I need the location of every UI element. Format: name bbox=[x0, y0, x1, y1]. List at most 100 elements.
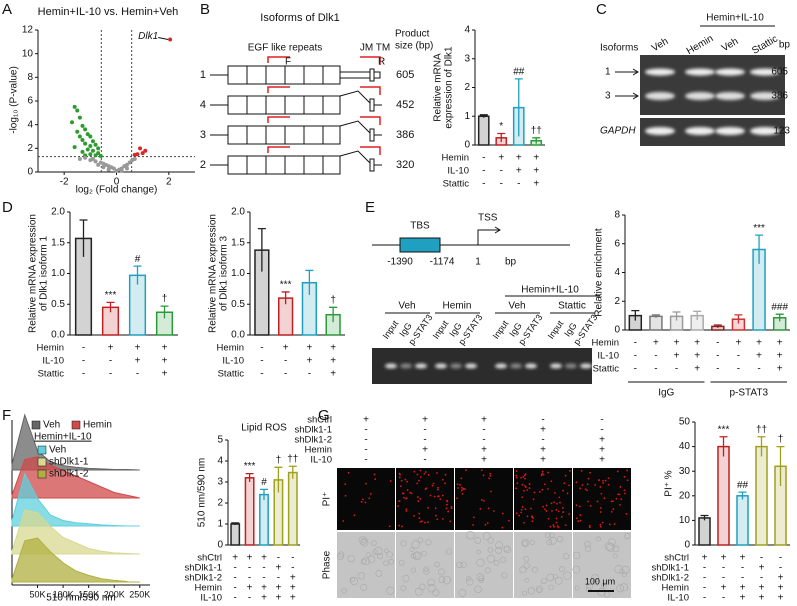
condition-mark: - bbox=[541, 435, 544, 446]
condition-name: Stattic bbox=[593, 364, 620, 375]
cell-dot bbox=[558, 496, 561, 499]
cell-dot bbox=[410, 492, 413, 495]
error-bar bbox=[719, 436, 728, 457]
condition-name: shDlk1-2 bbox=[185, 573, 223, 584]
cell-dot bbox=[362, 498, 364, 501]
scale-label: 100 μm bbox=[585, 576, 615, 586]
histogram-area bbox=[11, 509, 140, 555]
cell-texture bbox=[400, 540, 407, 547]
condition-name: Hemin bbox=[442, 153, 469, 164]
panel-label: G bbox=[318, 407, 330, 424]
cell-dot bbox=[569, 469, 571, 472]
gel-band bbox=[715, 127, 745, 135]
condition-mark: - bbox=[600, 415, 603, 426]
cell-dot bbox=[436, 518, 439, 521]
significance-label: *** bbox=[280, 280, 292, 291]
cell-texture bbox=[527, 587, 535, 595]
data-point bbox=[96, 162, 101, 167]
error-bar bbox=[231, 522, 240, 526]
cell-texture bbox=[377, 553, 384, 560]
tm bbox=[369, 98, 375, 112]
cell-texture bbox=[476, 549, 481, 555]
cell-dot bbox=[532, 498, 535, 501]
condition-mark: - bbox=[234, 573, 237, 584]
significance-label: ### bbox=[771, 302, 788, 313]
cell-texture bbox=[372, 549, 378, 555]
condition-label: Veh bbox=[508, 301, 525, 312]
cell-texture bbox=[535, 585, 543, 593]
bar bbox=[649, 315, 663, 331]
y-tick-label: 10 bbox=[679, 515, 691, 526]
pi-image bbox=[573, 468, 631, 530]
data-point bbox=[127, 160, 132, 165]
cell-dot bbox=[480, 469, 483, 472]
cell-dot bbox=[515, 512, 518, 515]
cell-dot bbox=[450, 507, 453, 510]
condition-mark: - bbox=[364, 455, 367, 466]
cell-dot bbox=[563, 482, 566, 485]
data-point bbox=[93, 142, 98, 147]
cell-texture bbox=[423, 566, 429, 572]
exon bbox=[227, 155, 341, 175]
cell-dot bbox=[575, 504, 578, 507]
y-tick-label: 0 bbox=[27, 167, 33, 178]
y-tick-label: 4 bbox=[464, 25, 470, 36]
lane-label: Input bbox=[491, 318, 511, 341]
primer bbox=[360, 146, 381, 155]
cell-dot bbox=[431, 484, 434, 487]
cell-dot bbox=[625, 512, 628, 515]
error-bar bbox=[479, 114, 488, 118]
condition-mark: - bbox=[291, 563, 294, 574]
condition-mark: + bbox=[481, 445, 487, 456]
cell-texture bbox=[536, 587, 542, 593]
condition-mark: - bbox=[703, 593, 706, 604]
product-size: 605 bbox=[396, 69, 414, 81]
cell-texture bbox=[572, 565, 581, 574]
data-point bbox=[124, 166, 129, 171]
condition-mark: - bbox=[248, 573, 251, 584]
cell-texture bbox=[614, 565, 623, 574]
cell-dot bbox=[429, 494, 432, 497]
diagram-title: Isoforms of Dlk1 bbox=[260, 12, 339, 24]
cell-texture bbox=[563, 553, 570, 560]
error-bar bbox=[775, 313, 784, 322]
cell-texture bbox=[621, 565, 630, 574]
condition-name: Hemin bbox=[217, 343, 244, 354]
y-tick-label: 12 bbox=[22, 25, 34, 36]
condition-name: Hemin bbox=[37, 343, 64, 354]
group-label: Hemin+IL-10 bbox=[706, 13, 764, 24]
legend-swatch bbox=[37, 469, 47, 479]
bar bbox=[698, 517, 711, 546]
cell-dot bbox=[597, 479, 600, 482]
condition-mark: - bbox=[482, 425, 485, 436]
data-point bbox=[83, 155, 88, 160]
error-bar bbox=[514, 78, 523, 137]
condition-name: shDlk1-2 bbox=[295, 435, 333, 446]
condition-mark: + bbox=[740, 593, 746, 604]
condition-mark: - bbox=[260, 369, 263, 380]
cell-texture bbox=[417, 537, 424, 543]
x-tick-label: 100K bbox=[53, 589, 74, 599]
condition-mark: - bbox=[500, 179, 503, 190]
cell-texture bbox=[438, 576, 446, 583]
y-tick-label: 4 bbox=[217, 456, 223, 467]
primer bbox=[267, 116, 290, 123]
condition-mark: + bbox=[247, 553, 253, 564]
significance-label: †† bbox=[756, 424, 767, 435]
isoform-label: 2 bbox=[200, 159, 206, 171]
diagram-label: TSS bbox=[478, 213, 498, 224]
condition-mark: + bbox=[135, 343, 141, 354]
cell-texture bbox=[592, 578, 600, 586]
cell-dot bbox=[460, 486, 463, 489]
condition-name: Hemin bbox=[195, 583, 222, 594]
cell-dot bbox=[544, 508, 546, 511]
cell-dot bbox=[555, 517, 558, 520]
cell-texture bbox=[556, 535, 564, 543]
cell-dot bbox=[353, 514, 356, 517]
cell-dot bbox=[521, 506, 524, 508]
data-point bbox=[96, 151, 101, 156]
annotation-pointer bbox=[158, 36, 169, 40]
error-bar bbox=[700, 514, 709, 521]
significance-label: *** bbox=[244, 461, 256, 472]
pi-image bbox=[514, 468, 572, 530]
